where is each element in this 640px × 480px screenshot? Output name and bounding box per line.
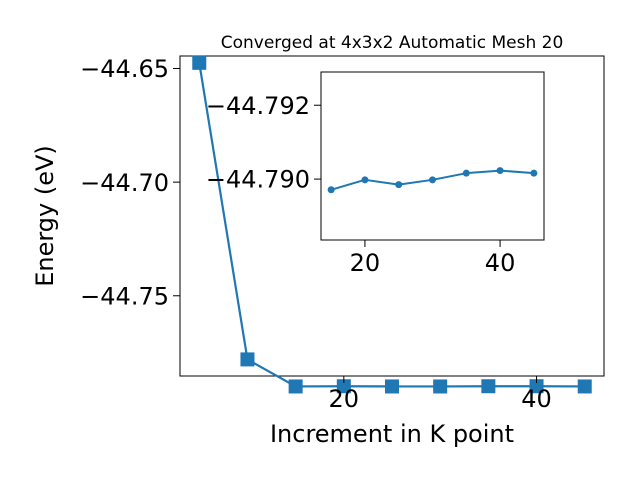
main-data-point [336,379,351,394]
main-chart-title: Converged at 4x3x2 Automatic Mesh 20 [221,33,564,53]
inset-x-tick-label: 20 [350,249,381,277]
main-data-point [529,379,544,394]
main-x-tick-label: 20 [329,385,360,413]
inset-y-tick-label: −44.792 [206,92,310,120]
inset-x-tick-label: 40 [485,249,516,277]
main-y-tick-label: −44.65 [80,55,169,83]
main-data-point [240,352,255,367]
main-data-point [577,379,592,394]
main-data-point [385,379,399,394]
inset-y-tick-label: −44.790 [206,166,310,194]
main-data-point [192,55,207,70]
inset-data-point [395,181,403,189]
main-data-point [288,379,303,394]
inset-data-point [462,169,470,177]
main-y-axis-label: Energy (eV) [31,145,59,287]
inset-data-point [429,176,436,184]
main-data-point [481,379,496,394]
main-data-point [433,379,448,394]
inset-data-point [496,167,504,175]
main-x-tick-label: 40 [521,385,552,413]
inset-plot: 20 40 −44.790 −44.792 [206,71,545,277]
inset-data-point [361,176,369,184]
inset-axes-frame [320,71,545,241]
inset-data-point [530,169,538,177]
inset-data-point [327,186,335,194]
main-y-tick-label: −44.70 [80,169,169,197]
main-y-tick-label: −44.75 [80,282,169,310]
main-x-axis-label: Increment in K point [270,420,514,448]
